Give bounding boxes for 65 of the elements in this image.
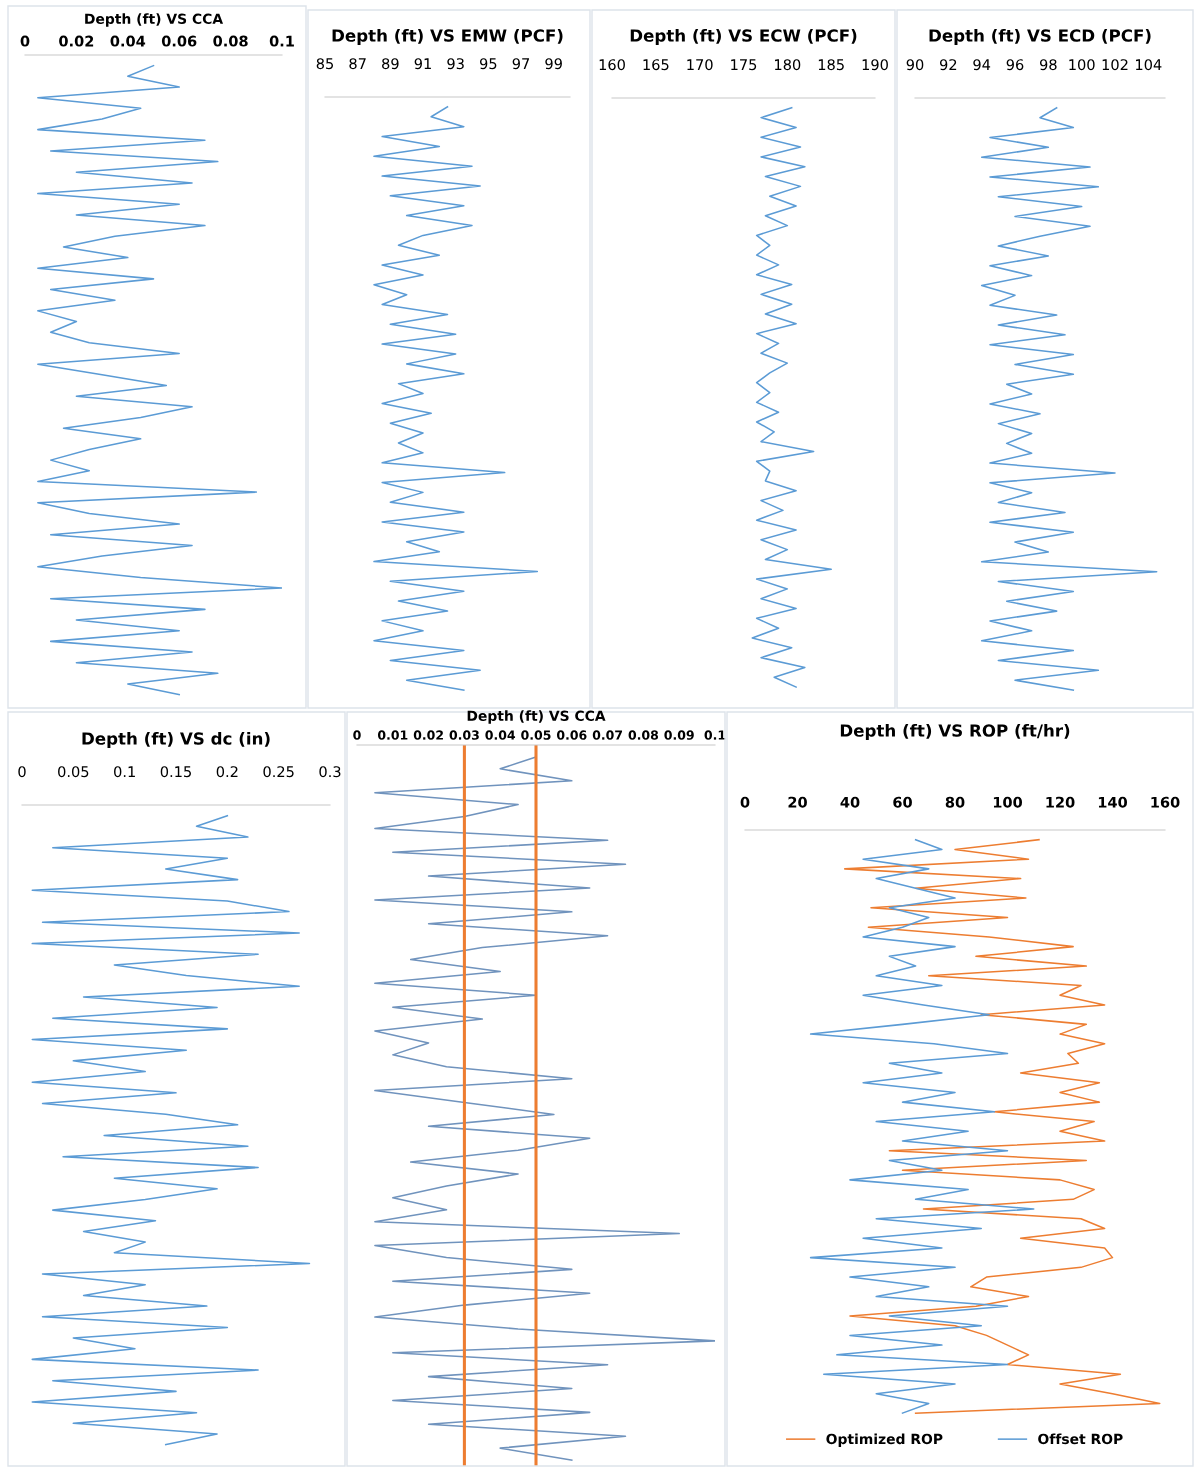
x-tick-label: 80 [945,796,965,808]
x-tick-label: 97 [512,58,530,70]
x-tick-label: 60 [893,796,912,808]
x-tick-label: 20 [788,796,807,808]
x-tick-label: 140 [1098,796,1128,808]
x-tick-label: 0.07 [592,730,623,740]
x-tick-label: 102 [1102,59,1128,71]
x-tick-label: 0.06 [161,35,197,47]
x-tick-label: 120 [1046,796,1075,808]
x-tick-label: 0.08 [628,730,659,740]
chart-title: Depth (ft) VS EMW (PCF) [332,28,563,46]
x-tick-label: 0.08 [213,35,248,47]
x-tick-label: 0.09 [664,730,694,740]
x-tick-label: 87 [349,58,366,70]
x-tick-label: 0.04 [485,730,516,740]
x-tick-label: 190 [862,59,888,71]
x-tick-label: 0.05 [58,766,89,778]
x-tick-label: 180 [775,59,801,71]
x-tick-label: 0.05 [521,730,551,740]
chart-title: Depth (ft) VS CCA [85,13,224,27]
x-tick-label: 0 [20,35,30,47]
x-tick-label: 96 [1006,59,1024,71]
x-tick-label: 0 [353,730,361,740]
x-tick-label: 100 [993,796,1023,808]
x-tick-label: 0.02 [413,730,443,740]
legend-label: Offset ROP [1038,1433,1123,1445]
x-tick-label: 99 [545,58,562,70]
x-tick-label: 95 [479,58,497,70]
x-tick-label: 0.1 [704,730,726,740]
x-tick-label: 0.02 [59,35,94,47]
x-tick-label: 0.2 [216,766,238,778]
x-tick-label: 160 [599,59,625,71]
x-tick-label: 0.1 [269,35,294,47]
x-tick-label: 93 [447,58,464,70]
x-tick-label: 104 [1136,59,1162,71]
x-tick-label: 0 [740,796,750,808]
chart-title: Depth (ft) VS ECW (PCF) [630,28,857,46]
x-tick-label: 185 [818,59,844,71]
legend-label: Optimized ROP [826,1433,943,1447]
x-tick-label: 92 [939,59,957,71]
x-tick-label: 85 [316,58,333,70]
x-tick-label: 0 [18,766,26,778]
x-tick-label: 40 [840,796,860,808]
x-tick-label: 90 [906,59,924,71]
x-tick-label: 0.04 [110,35,146,47]
x-tick-label: 0.15 [160,766,191,778]
x-tick-label: 175 [731,59,757,71]
chart-title: Depth (ft) VS dc (in) [82,731,270,749]
chart-title: Depth (ft) VS CCA [467,710,606,724]
x-tick-label: 0.25 [263,766,294,778]
chart-title: Depth (ft) VS ROP (ft/hr) [840,723,1070,741]
x-tick-label: 165 [643,59,669,71]
x-tick-label: 0.06 [556,730,587,740]
x-tick-label: 170 [687,59,713,71]
x-tick-label: 89 [382,58,399,70]
x-tick-label: 0.1 [114,766,135,778]
x-tick-label: 98 [1039,59,1057,71]
x-tick-label: 0.3 [319,766,341,778]
x-tick-label: 91 [414,58,431,70]
x-tick-label: 0.03 [449,730,479,740]
x-tick-label: 160 [1151,796,1180,808]
x-tick-label: 100 [1069,59,1095,71]
chart-title: Depth (ft) VS ECD (PCF) [929,28,1151,46]
x-tick-label: 94 [973,59,991,71]
x-tick-label: 0.01 [377,730,408,740]
